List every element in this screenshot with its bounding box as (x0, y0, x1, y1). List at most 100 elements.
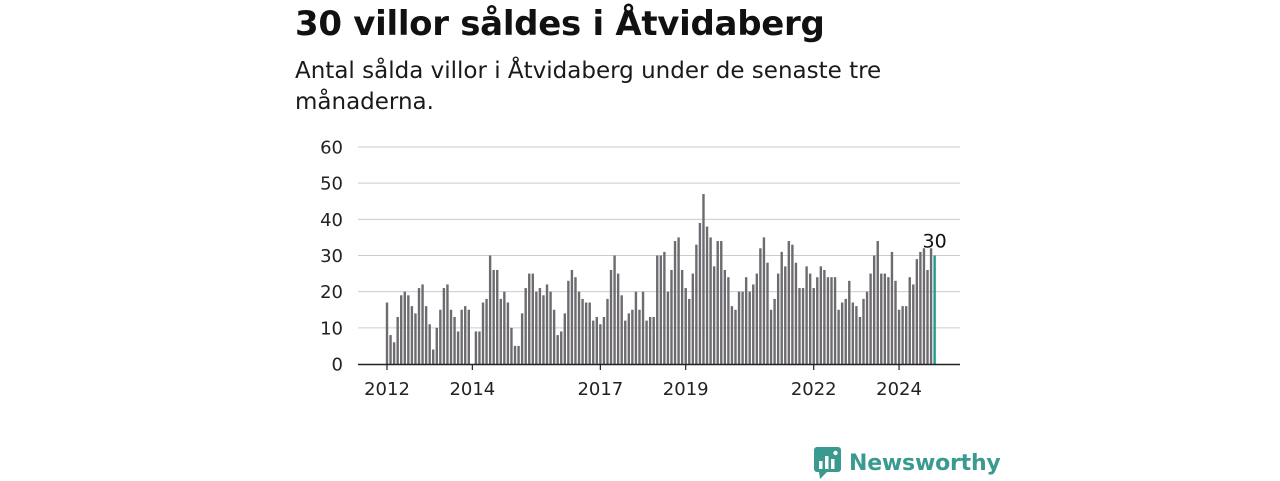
bar (556, 335, 559, 364)
bar (734, 309, 737, 364)
bar (492, 269, 495, 364)
bar (414, 313, 417, 364)
bar (499, 298, 502, 364)
bar (609, 269, 613, 364)
newsworthy-label: Newsworthy (849, 450, 1001, 476)
bar (730, 306, 734, 364)
bar (424, 306, 428, 364)
bar (776, 273, 780, 364)
bar (798, 288, 801, 364)
x-tick-label: 2022 (791, 379, 837, 400)
bar (865, 291, 869, 364)
bar (478, 331, 481, 364)
bar (851, 302, 855, 364)
bar (908, 277, 911, 364)
bar (819, 266, 823, 364)
bar (453, 316, 456, 364)
bar (407, 295, 410, 364)
bar (428, 324, 431, 364)
bar (837, 309, 840, 364)
bar (816, 277, 819, 364)
newsworthy-logo[interactable]: Newsworthy (813, 445, 1001, 481)
bar (769, 309, 773, 364)
bar (887, 277, 890, 364)
bar (439, 309, 442, 364)
bar (517, 345, 520, 364)
y-tick-label: 10 (320, 318, 343, 339)
bar (883, 273, 887, 364)
bar (417, 288, 421, 364)
bar (624, 320, 627, 364)
bar (577, 291, 581, 364)
bar (403, 291, 406, 364)
bar (584, 302, 588, 364)
bar (915, 259, 919, 364)
bar (698, 222, 702, 364)
bar (641, 291, 645, 364)
y-tick-label: 50 (320, 174, 343, 195)
bar (720, 241, 723, 364)
bar (929, 248, 933, 364)
bar (410, 306, 414, 364)
bar (627, 313, 631, 364)
y-tick-label: 40 (320, 210, 343, 231)
bar (442, 288, 446, 364)
bar (488, 255, 492, 364)
bar (880, 273, 883, 364)
bar (520, 313, 524, 364)
bar (755, 273, 759, 364)
bar (460, 309, 463, 364)
bar (791, 244, 794, 364)
bar (705, 226, 709, 364)
y-tick-label: 20 (320, 282, 343, 303)
bar (496, 269, 499, 364)
bar (680, 269, 684, 364)
bar (709, 237, 712, 364)
bar (435, 327, 438, 364)
bar (385, 302, 389, 364)
x-axis: 2012 2014 2017 2019 2022 2024 (358, 363, 960, 400)
bar (513, 345, 517, 364)
bar (485, 298, 488, 364)
bar (531, 273, 534, 364)
bar (588, 302, 591, 364)
bar (840, 302, 844, 364)
bar (933, 255, 936, 364)
bar (830, 277, 833, 364)
bar (812, 288, 815, 364)
bar (467, 309, 470, 364)
bar (695, 244, 698, 364)
chart-title: 30 villor såldes i Åtvidaberg (295, 4, 825, 44)
bar (869, 273, 872, 364)
bar (599, 324, 602, 364)
bar (574, 277, 577, 364)
bar (737, 291, 741, 364)
bar (833, 277, 837, 364)
bar (897, 309, 901, 364)
bar (805, 266, 808, 364)
bar (631, 309, 634, 364)
bar (666, 291, 670, 364)
bar (432, 349, 435, 364)
bar (926, 269, 929, 364)
bar (716, 241, 719, 364)
bar (606, 298, 609, 364)
bar (638, 309, 641, 364)
bar (855, 306, 858, 364)
bar (872, 255, 876, 364)
x-tick-label: 2024 (876, 379, 922, 400)
bar (890, 251, 894, 364)
bar (787, 241, 791, 364)
bar (481, 302, 485, 364)
bar (702, 194, 705, 364)
latest-value-label: 30 (923, 231, 947, 253)
annotations: 30 (923, 231, 947, 253)
bar (542, 295, 545, 364)
x-tick-label: 2019 (663, 379, 709, 400)
bar (808, 273, 812, 364)
bar (858, 316, 862, 364)
bar (876, 241, 879, 364)
bar (673, 241, 677, 364)
bar (759, 248, 762, 364)
bar (723, 269, 727, 364)
